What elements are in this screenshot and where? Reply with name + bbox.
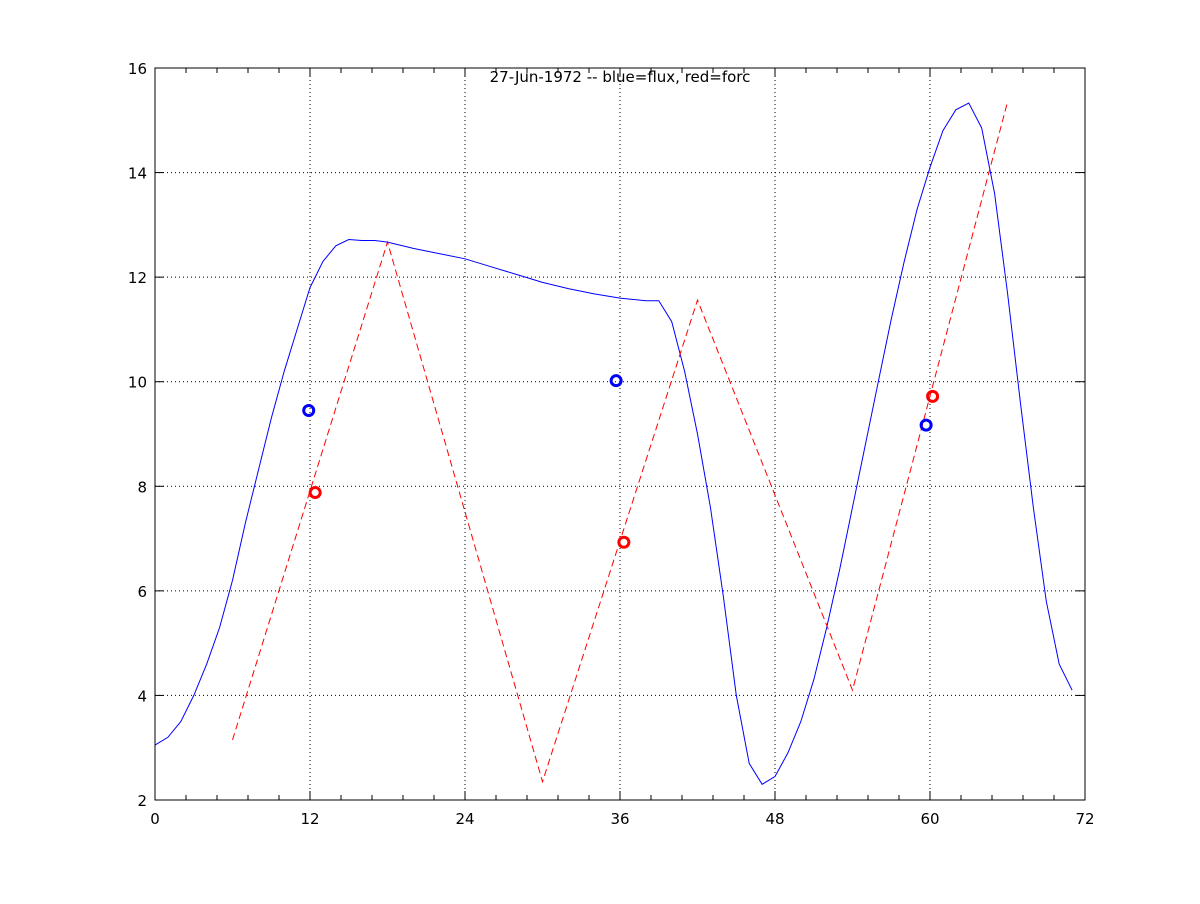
y-tick-label: 14 [128,165,147,183]
plot-frame [154,67,1086,801]
y-tick-label: 8 [137,478,147,496]
flux-marker [609,374,623,388]
x-tick-label: 48 [765,810,784,828]
y-tick-label: 16 [128,60,147,78]
forc-line [232,101,1008,784]
flux-marker [302,403,316,417]
series-group [154,101,1073,785]
y-tick-label: 12 [128,269,147,287]
x-tick-label: 12 [300,810,319,828]
y-tick-label: 6 [137,583,147,601]
y-tick-label: 10 [128,374,147,392]
forc-marker [617,535,631,549]
grid [155,68,1085,800]
markers-group [302,374,940,549]
flux-marker [919,418,933,432]
y-tick-label: 2 [137,792,147,810]
y-tick-label: 4 [137,687,147,705]
forc-marker [926,389,940,403]
x-tick-label: 0 [150,810,160,828]
x-tick-label: 72 [1075,810,1094,828]
x-tick-label: 60 [920,810,939,828]
x-tick-label: 24 [455,810,474,828]
forc-marker [308,486,322,500]
flux-line [154,102,1073,785]
x-tick-label: 36 [610,810,629,828]
